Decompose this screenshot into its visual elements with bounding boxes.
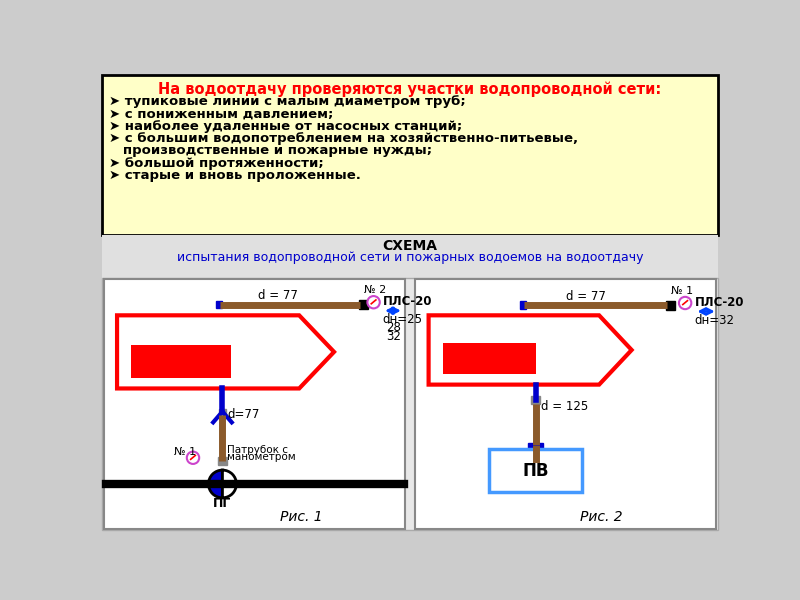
Text: Рис. 2: Рис. 2 [580,510,622,524]
Text: ➤ старые и вновь проложенные.: ➤ старые и вновь проложенные. [110,169,361,182]
Text: 32: 32 [386,330,401,343]
Bar [216,301,222,308]
Bar [102,235,718,278]
Circle shape [186,452,199,464]
Bar [489,449,582,491]
Wedge shape [222,470,237,498]
Text: манометром: манометром [227,452,296,463]
Bar [442,343,536,374]
Circle shape [679,297,691,309]
Bar [218,409,226,415]
Text: СХЕМА: СХЕМА [382,239,438,253]
Text: На водоотдачу проверяются участки водопроводной сети:: На водоотдачу проверяются участки водопр… [158,81,662,97]
Bar [359,300,368,309]
Text: ➤ с большим водопотреблением на хозяйственно-питьевые,: ➤ с большим водопотреблением на хозяйств… [110,132,578,145]
Text: d = 125: d = 125 [541,400,588,413]
Bar [102,75,718,235]
Polygon shape [117,316,334,388]
Bar [415,279,716,529]
Text: № 1: № 1 [174,446,196,457]
Text: испытания водопроводной сети и пожарных водоемов на водоотдачу: испытания водопроводной сети и пожарных … [177,251,643,263]
Wedge shape [209,470,222,498]
Text: dн=25: dн=25 [382,313,422,326]
Bar [528,443,543,449]
Text: 28: 28 [386,322,401,334]
Bar [102,278,718,530]
Bar [218,457,227,464]
Bar [666,301,675,310]
Text: ➤ большой протяженности;: ➤ большой протяженности; [110,157,324,170]
Text: ПВ: ПВ [522,462,549,480]
Bar [131,345,231,377]
Text: dн=32: dн=32 [694,314,734,327]
Text: Рис. 1: Рис. 1 [280,510,323,524]
Text: ➤ с пониженным давлением;: ➤ с пониженным давлением; [110,107,334,121]
Text: ПЛС-20: ПЛС-20 [383,295,432,308]
Text: № 2: № 2 [363,286,386,295]
Bar [520,301,526,309]
Text: № 1: № 1 [671,286,694,296]
Bar [531,396,540,404]
Text: d=77: d=77 [227,408,259,421]
Text: производственные и пожарные нужды;: производственные и пожарные нужды; [110,145,433,157]
Text: d = 77: d = 77 [566,290,606,303]
Text: ПГ: ПГ [214,497,232,510]
Circle shape [367,296,380,308]
Text: ➤ тупиковые линии с малым диаметром труб;: ➤ тупиковые линии с малым диаметром труб… [110,95,466,108]
Bar [104,279,405,529]
Text: Патрубок с: Патрубок с [227,445,288,455]
Text: d = 77: d = 77 [258,289,298,302]
Text: ➤ наиболее удаленные от насосных станций;: ➤ наиболее удаленные от насосных станций… [110,120,462,133]
Polygon shape [429,316,632,385]
Text: ПЛС-20: ПЛС-20 [694,296,744,309]
